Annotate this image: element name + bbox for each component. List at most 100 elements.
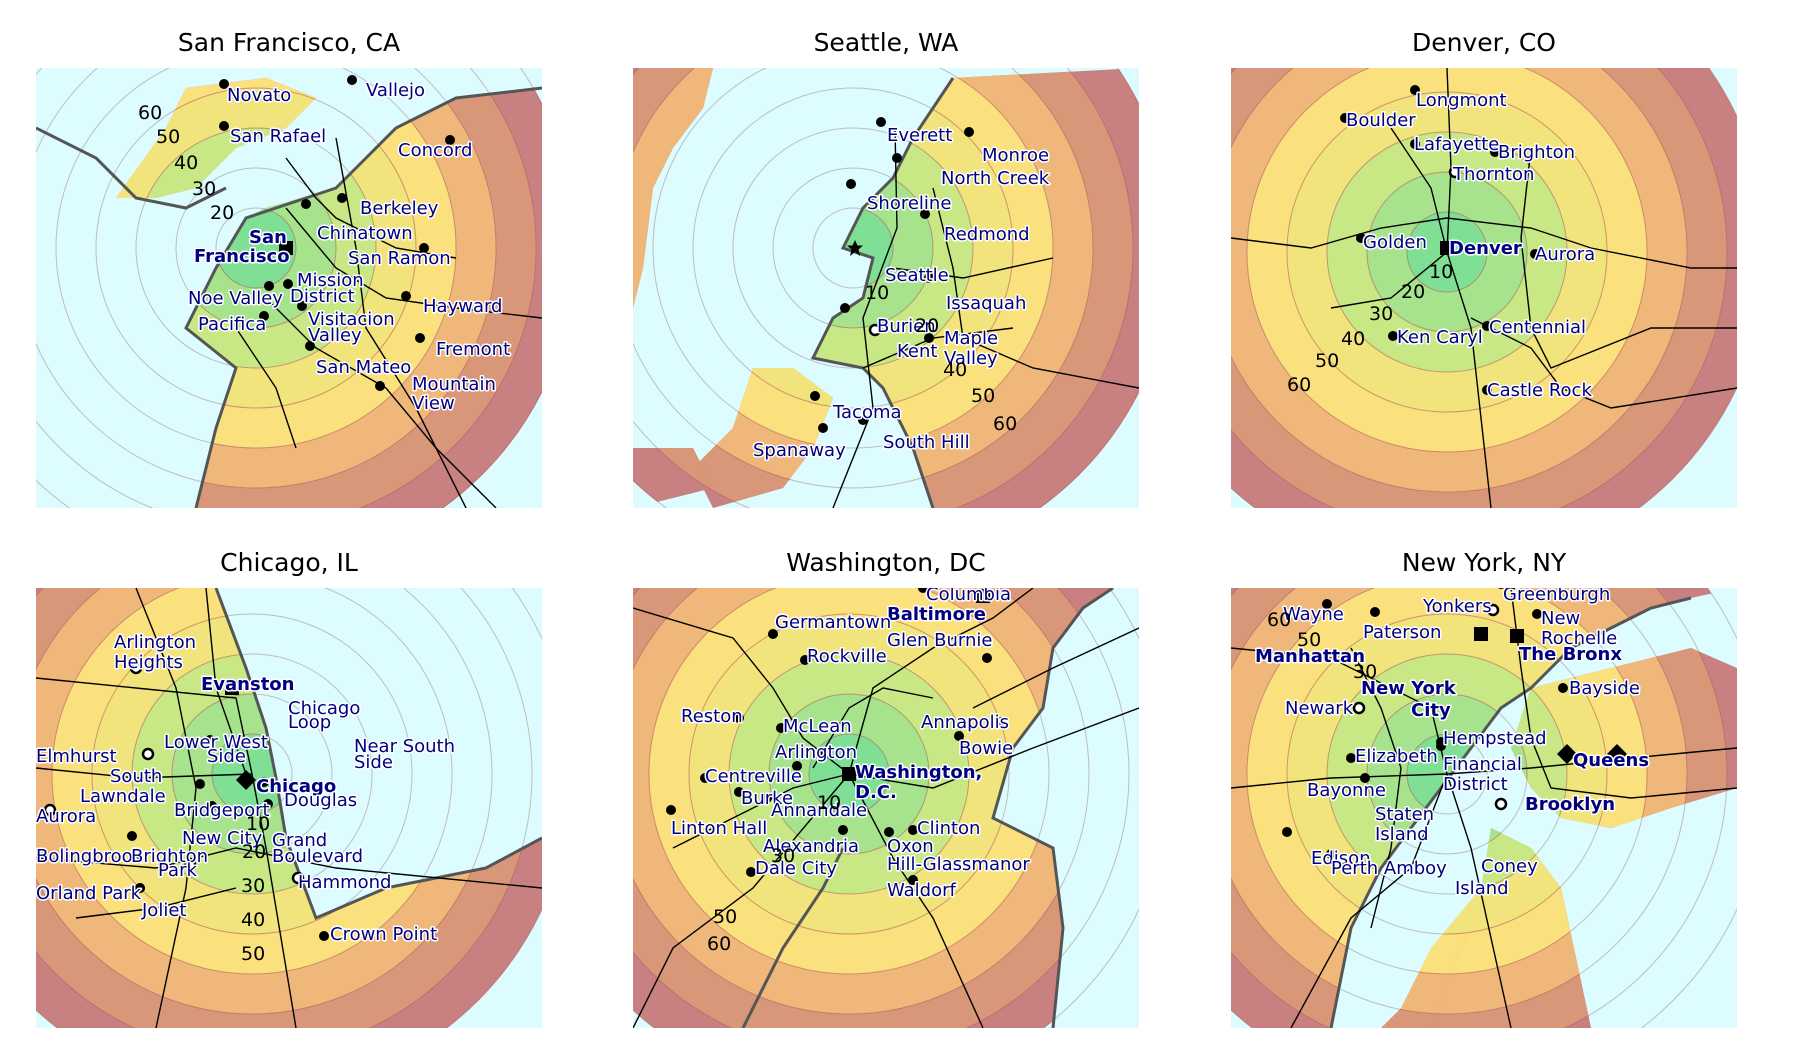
place-label-newark: Newark <box>1285 698 1354 719</box>
panel-title-newyork: New York, NY <box>1401 548 1567 577</box>
place-label-elizabeth: Elizabeth <box>1355 746 1438 767</box>
place-label-kent: Kent <box>897 341 937 362</box>
place-label-arlington: Arlington <box>114 632 196 653</box>
marker-greenburgh <box>1498 588 1504 589</box>
marker-new-city <box>207 801 217 811</box>
water-ring-6 <box>216 588 493 918</box>
place-label-reston: Reston <box>681 706 743 727</box>
water-body <box>216 588 542 918</box>
distance-label-50: 50 <box>1315 350 1339 372</box>
road-4 <box>235 327 297 449</box>
marker-bridgeport <box>195 779 205 789</box>
place-label-castle-rock: Castle Rock <box>1487 380 1592 401</box>
coastline-line <box>741 588 1114 1028</box>
marker-tacoma <box>810 391 820 401</box>
coastline-line <box>36 86 542 508</box>
road-5 <box>205 588 247 775</box>
marker-san-rafael <box>219 121 229 131</box>
marker-linton-hall <box>666 805 676 815</box>
map-panel-sf: Novato Vallejo San Rafael Concord Berkeley Ch… <box>36 68 542 508</box>
marker-annandale <box>762 793 772 803</box>
place-label-novato: Novato <box>227 85 291 106</box>
marker-chinatown <box>301 199 311 209</box>
place-label-francisco: Francisco <box>194 246 290 267</box>
marker-oxon <box>884 827 894 837</box>
place-label-manhattan: Manhattan <box>1255 646 1365 667</box>
place-label-san-rafael: San Rafael <box>230 126 326 147</box>
place-label-longmont: Longmont <box>1416 90 1507 111</box>
road-2 <box>1390 127 1448 253</box>
marker-south-hill <box>858 415 868 425</box>
place-label-grand: Grand <box>272 830 327 851</box>
place-label-seattle: Seattle <box>885 265 949 286</box>
place-label-concord: Concord <box>398 140 472 161</box>
markers <box>1340 85 1540 395</box>
marker-hammond <box>291 871 305 885</box>
place-label-side: Side <box>207 746 246 767</box>
place-label-san-ramon: San Ramon <box>348 248 451 269</box>
marker-centennial <box>1482 321 1492 331</box>
distance-label-60: 60 <box>1267 609 1291 631</box>
marker-perth-amboy <box>1326 849 1336 859</box>
distance-label-40: 40 <box>1341 328 1365 350</box>
water-body <box>993 588 1139 1028</box>
road-3 <box>135 588 197 1028</box>
marker-visitacion <box>297 301 307 311</box>
place-label-queens: Queens <box>1573 750 1649 771</box>
marker-arlington <box>792 761 802 771</box>
road-2 <box>633 588 1034 1028</box>
marker-golden <box>1356 233 1366 243</box>
markers <box>666 588 1006 885</box>
distance-label-10: 10 <box>246 813 270 835</box>
place-label-south: South <box>110 766 162 787</box>
marker-coney <box>1282 827 1292 837</box>
place-label-island: Island <box>1375 824 1429 845</box>
place-label-tacoma: Tacoma <box>832 402 902 423</box>
distance-label-40: 40 <box>241 909 265 931</box>
place-label-noe-valley: Noe Valley <box>188 288 283 309</box>
panel-title-denver: Denver, CO <box>1412 28 1556 57</box>
road-5 <box>812 687 934 769</box>
marker-douglas <box>259 777 269 787</box>
distance-label-10: 10 <box>865 282 889 304</box>
markers <box>219 75 455 391</box>
marker-bolingbrook <box>127 831 137 841</box>
place-label-san-mateo: San Mateo <box>316 357 411 378</box>
road-5 <box>1470 317 1737 409</box>
marker-dale-city <box>746 867 756 877</box>
place-label-bridgeport: Bridgeport <box>174 800 270 821</box>
place-label-bayonne: Bayonne <box>1307 780 1386 801</box>
marker-columbia <box>918 588 928 593</box>
markers <box>43 661 329 941</box>
road-0 <box>832 127 898 508</box>
place-label-bolingbrook: Bolingbrook <box>36 846 144 867</box>
place-label-side: Side <box>354 752 393 773</box>
markers <box>810 117 974 433</box>
place-label-boulder: Boulder <box>1346 110 1416 131</box>
marker-boulder <box>1340 113 1350 123</box>
road-4 <box>1330 251 1448 309</box>
marker-elizabeth <box>1346 753 1356 763</box>
marker-monroe <box>964 127 974 137</box>
marker-bayside <box>1558 683 1568 693</box>
marker-clinton <box>908 825 918 835</box>
marker-wayne <box>1322 599 1332 609</box>
marker-vallejo <box>347 75 357 85</box>
distance-label-30: 30 <box>1353 661 1377 683</box>
road-2 <box>36 847 542 889</box>
place-label-mission: Mission <box>297 270 364 291</box>
place-label-wayne: Wayne <box>1283 604 1344 625</box>
place-label-new-city: New City <box>182 828 263 849</box>
place-label-dale-city: Dale City <box>755 858 837 879</box>
place-label-centennial: Centennial <box>1489 317 1586 338</box>
marker-maple <box>924 333 934 343</box>
place-label-heights: Heights <box>114 652 183 673</box>
place-label-alexandria: Alexandria <box>763 836 859 857</box>
place-label-aurora: Aurora <box>1535 244 1595 265</box>
panel-title-chicago: Chicago, IL <box>220 548 358 577</box>
panel-title-sf: San Francisco, CA <box>177 28 401 57</box>
roads <box>235 137 542 508</box>
